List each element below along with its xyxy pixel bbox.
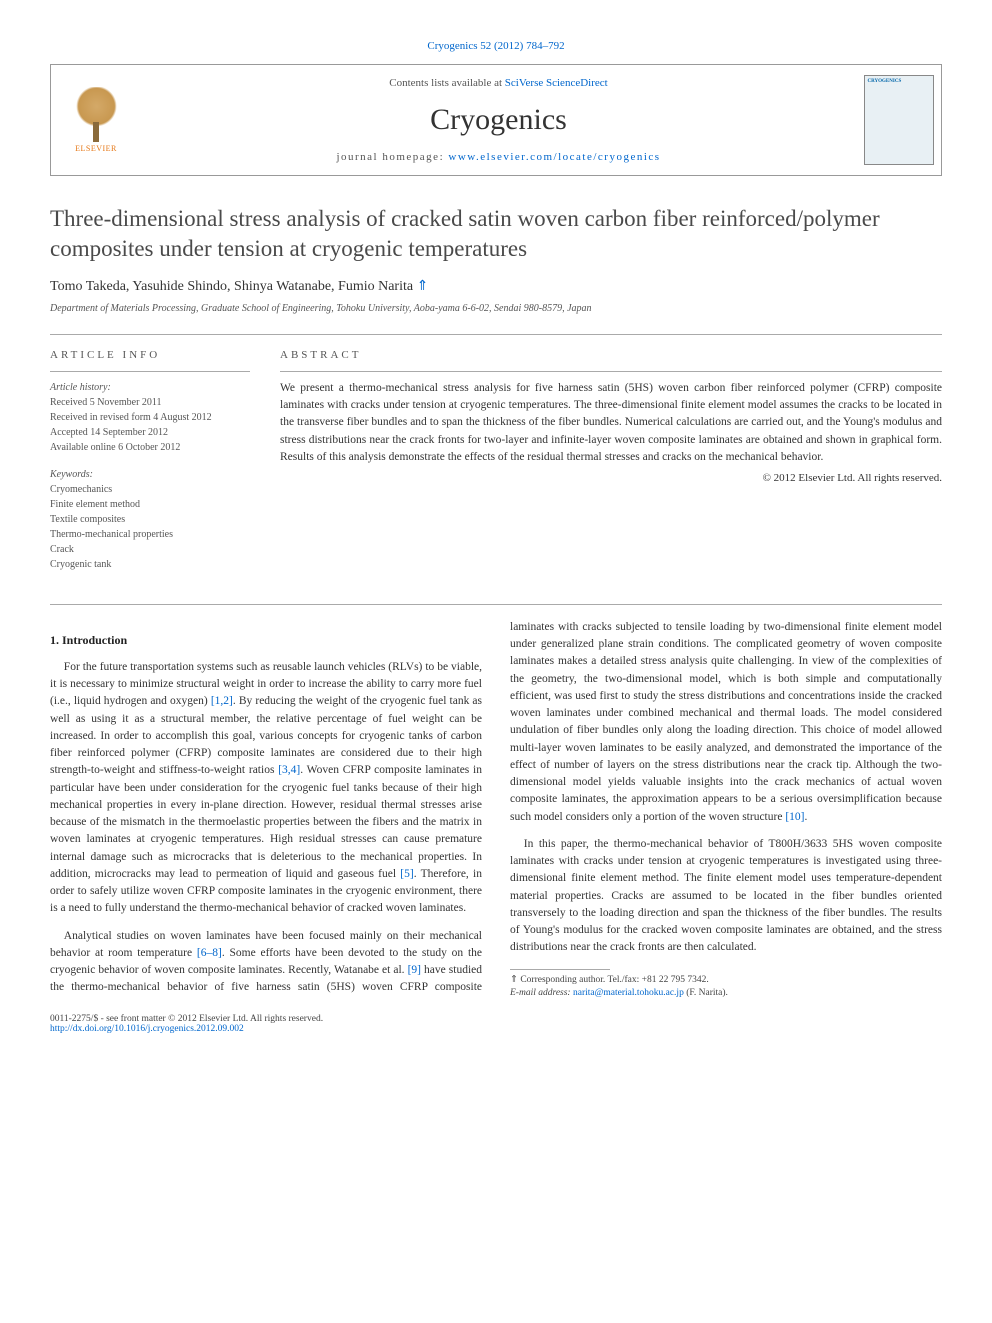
keyword: Cryomechanics [50, 482, 250, 497]
divider [50, 334, 942, 335]
citation-header: Cryogenics 52 (2012) 784–792 [50, 40, 942, 52]
article-info-column: article info Article history: Received 5… [50, 349, 250, 584]
email-footnote: E-mail address: narita@material.tohoku.a… [510, 987, 942, 1000]
keyword: Thermo-mechanical properties [50, 527, 250, 542]
cover-box: CRYOGENICS [856, 65, 941, 175]
keywords-block: Keywords: Cryomechanics Finite element m… [50, 467, 250, 572]
section-heading-intro: 1. Introduction [50, 631, 482, 649]
corresponding-marker: ⇑ [417, 279, 429, 294]
affiliation: Department of Materials Processing, Grad… [50, 303, 942, 314]
article-history: Article history: Received 5 November 201… [50, 380, 250, 455]
ref-link[interactable]: [3,4] [278, 764, 300, 776]
ref-link[interactable]: [9] [408, 964, 421, 976]
info-abstract-row: article info Article history: Received 5… [50, 349, 942, 584]
homepage-prefix: journal homepage: [336, 151, 448, 163]
abstract-copyright: © 2012 Elsevier Ltd. All rights reserved… [280, 472, 942, 484]
ref-link[interactable]: [6–8] [197, 947, 222, 959]
email-suffix: (F. Narita). [684, 988, 728, 998]
article-info-heading: article info [50, 349, 250, 361]
email-label: E-mail address: [510, 988, 573, 998]
contents-line: Contents lists available at SciVerse Sci… [151, 77, 846, 89]
journal-cover-thumb: CRYOGENICS [864, 75, 934, 165]
doi-link[interactable]: http://dx.doi.org/10.1016/j.cryogenics.2… [50, 1024, 244, 1034]
citation-link[interactable]: Cryogenics 52 (2012) 784–792 [427, 40, 564, 52]
authors-line: Tomo Takeda, Yasuhide Shindo, Shinya Wat… [50, 278, 942, 295]
ref-link[interactable]: [10] [785, 811, 804, 823]
contents-prefix: Contents lists available at [389, 77, 504, 89]
body-paragraph: In this paper, the thermo-mechanical beh… [510, 836, 942, 957]
divider [50, 371, 250, 372]
cover-thumb-title: CRYOGENICS [868, 79, 930, 84]
keywords-label: Keywords: [50, 467, 250, 482]
elsevier-text: ELSEVIER [75, 144, 117, 153]
keyword: Textile composites [50, 512, 250, 527]
ref-link[interactable]: [1,2] [211, 695, 233, 707]
ref-link[interactable]: [5] [400, 868, 413, 880]
keyword: Crack [50, 542, 250, 557]
divider [280, 371, 942, 372]
email-link[interactable]: narita@material.tohoku.ac.jp [573, 988, 684, 998]
online-date: Available online 6 October 2012 [50, 440, 250, 455]
article-title: Three-dimensional stress analysis of cra… [50, 204, 942, 264]
revised-date: Received in revised form 4 August 2012 [50, 410, 250, 425]
header-center: Contents lists available at SciVerse Sci… [141, 65, 856, 175]
abstract-heading: abstract [280, 349, 942, 361]
homepage-line: journal homepage: www.elsevier.com/locat… [151, 151, 846, 163]
corresponding-footnote: ⇑ Corresponding author. Tel./fax: +81 22… [510, 974, 942, 987]
text-run: . [804, 811, 807, 823]
publisher-logo-box: ELSEVIER [51, 65, 141, 175]
authors-names: Tomo Takeda, Yasuhide Shindo, Shinya Wat… [50, 279, 413, 294]
divider [50, 604, 942, 605]
body-text: 1. Introduction For the future transport… [50, 619, 942, 1000]
sciencedirect-link[interactable]: SciVerse ScienceDirect [505, 77, 608, 89]
elsevier-tree-icon [69, 87, 124, 142]
keyword: Finite element method [50, 497, 250, 512]
page-footer: 0011-2275/$ - see front matter © 2012 El… [50, 1014, 942, 1034]
homepage-link[interactable]: www.elsevier.com/locate/cryogenics [448, 151, 660, 163]
abstract-text: We present a thermo-mechanical stress an… [280, 380, 942, 466]
text-run: . Woven CFRP composite laminates in part… [50, 764, 482, 880]
footnote-separator [510, 969, 610, 970]
received-date: Received 5 November 2011 [50, 395, 250, 410]
keyword: Cryogenic tank [50, 557, 250, 572]
body-paragraph: For the future transportation systems su… [50, 659, 482, 918]
accepted-date: Accepted 14 September 2012 [50, 425, 250, 440]
history-label: Article history: [50, 380, 250, 395]
abstract-column: abstract We present a thermo-mechanical … [280, 349, 942, 584]
journal-name: Cryogenics [151, 103, 846, 137]
issn-line: 0011-2275/$ - see front matter © 2012 El… [50, 1014, 942, 1024]
journal-header: ELSEVIER Contents lists available at Sci… [50, 64, 942, 176]
elsevier-logo: ELSEVIER [61, 80, 131, 160]
